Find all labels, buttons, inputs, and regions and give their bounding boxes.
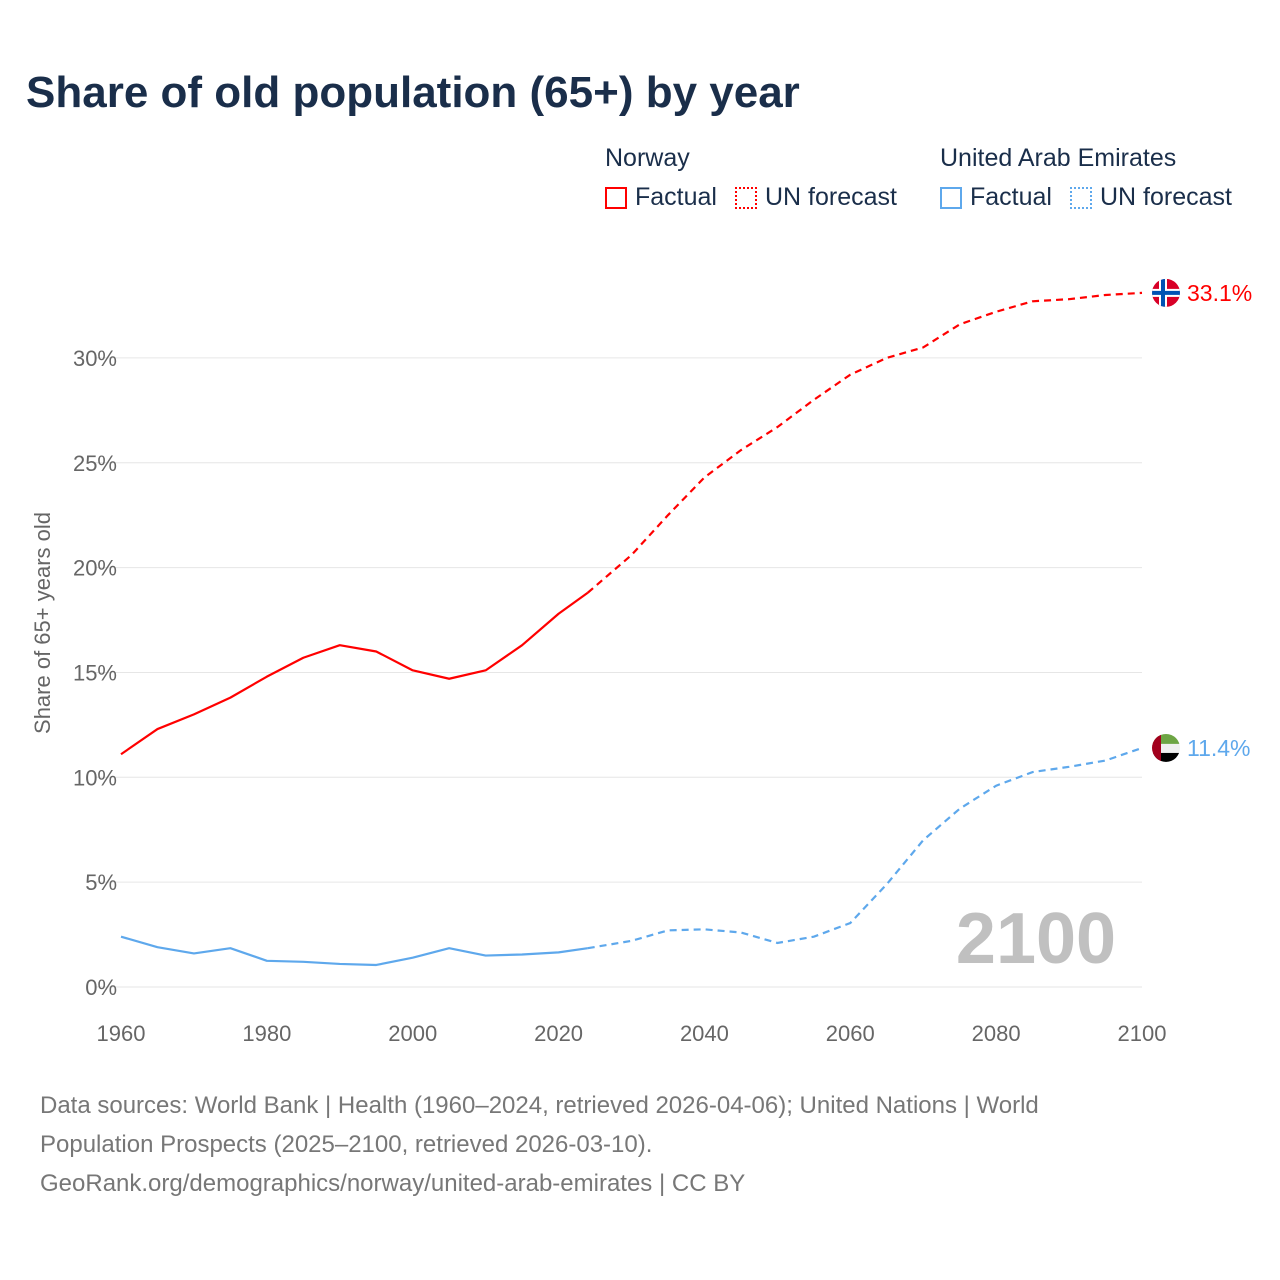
legend-label: UN forecast	[764, 183, 897, 211]
x-tick-label: 2040	[680, 1021, 729, 1046]
y-tick-label: 5%	[85, 870, 117, 895]
x-tick-label: 1980	[242, 1021, 291, 1046]
y-tick-label: 15%	[73, 660, 117, 685]
x-tick-label: 2020	[534, 1021, 583, 1046]
x-tick-label: 2080	[972, 1021, 1021, 1046]
y-tick-label: 0%	[85, 975, 117, 1000]
norway-end-label: 33.1%	[1187, 280, 1252, 306]
legend-norway-name: Norway	[605, 144, 690, 172]
source-link[interactable]: GeoRank.org/demographics/norway/united-a…	[40, 1170, 746, 1197]
series-line-factual	[120, 935, 588, 967]
x-tick-label: 2000	[388, 1021, 437, 1046]
legend-norway-forecast[interactable]: UN forecast	[734, 183, 897, 212]
chart-title: Share of old population (65+) by year	[26, 68, 800, 117]
y-tick-label: 10%	[73, 765, 117, 790]
series-line-factual	[120, 591, 589, 756]
y-tick-label: 30%	[73, 346, 117, 371]
legend-uae-forecast[interactable]: UN forecast	[1069, 183, 1232, 212]
source-line: Population Prospects (2025–2100, retriev…	[40, 1131, 653, 1158]
legend-label: UN forecast	[1099, 183, 1232, 211]
solid-swatch-icon	[940, 186, 962, 209]
source-note: Data sources: World Bank | Health (1960–…	[40, 1086, 1240, 1203]
legend-label: Factual	[970, 183, 1052, 211]
x-tick-label: 1960	[97, 1021, 146, 1046]
series-line-forecast	[587, 291, 1143, 594]
legend-uae-name: United Arab Emirates	[940, 144, 1177, 172]
legend-label: Factual	[635, 183, 717, 211]
x-tick-label: 2100	[1118, 1021, 1167, 1046]
legend-uae-factual[interactable]: Factual	[940, 183, 1052, 212]
legend-norway-factual[interactable]: Factual	[605, 183, 717, 212]
y-axis-label: Share of 65+ years old	[30, 512, 55, 734]
legend-uae: United Arab Emirates Factual UN forecast	[940, 144, 1250, 212]
source-line: Data sources: World Bank | Health (1960–…	[40, 1092, 1039, 1119]
uae-end-label: 11.4%	[1187, 735, 1251, 761]
norway-flag-icon	[1152, 278, 1180, 307]
y-tick-label: 25%	[73, 451, 117, 476]
line-chart: 0% 5% 10% 15% 20% 25% 30% 1960 1980 2000 2020 2040 2…	[30, 278, 1252, 1046]
dotted-swatch-icon	[734, 186, 757, 209]
uae-flag-icon	[1152, 733, 1180, 762]
series-line-forecast	[587, 746, 1143, 950]
dotted-swatch-icon	[1069, 186, 1092, 209]
year-watermark: 2100	[956, 899, 1116, 979]
legend-norway: Norway Factual UN forecast	[605, 144, 915, 212]
x-tick-label: 2060	[826, 1021, 875, 1046]
y-tick-label: 20%	[73, 556, 117, 581]
solid-swatch-icon	[605, 186, 627, 209]
